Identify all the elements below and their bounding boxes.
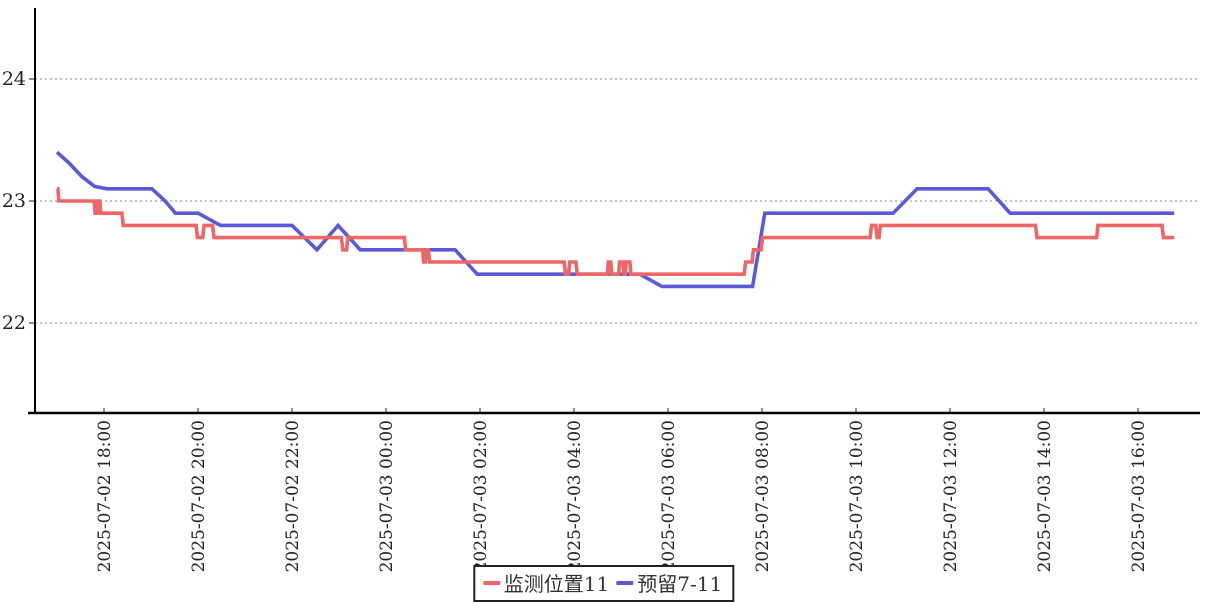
series-line-1 (56, 187, 1175, 277)
x-tick-label-6: 2025-07-03 06:00 (659, 420, 679, 572)
x-tick-label-0: 2025-07-02 18:00 (95, 420, 115, 572)
legend-box: 监测位置11 预留7-11 (472, 565, 735, 602)
x-tick-label-9: 2025-07-03 12:00 (941, 420, 961, 572)
legend-item-series2: 预留7-11 (616, 568, 722, 597)
x-tick-label-8: 2025-07-03 10:00 (847, 420, 867, 572)
x-tick-label-11: 2025-07-03 16:00 (1129, 420, 1149, 572)
y-tick-label-23: 23 (2, 190, 26, 212)
x-tick-label-5: 2025-07-03 04:00 (565, 420, 585, 572)
legend-dash-red (482, 580, 500, 585)
legend-item-series1: 监测位置11 (482, 568, 610, 597)
x-tick-label-10: 2025-07-03 14:00 (1035, 420, 1055, 572)
legend-label-series2: 预留7-11 (637, 572, 723, 596)
x-tick-label-3: 2025-07-03 00:00 (377, 420, 397, 572)
legend-label-series1: 监测位置11 (503, 572, 610, 596)
series-line-2 (55, 150, 1175, 289)
x-tick-label-7: 2025-07-03 08:00 (753, 420, 773, 572)
x-tick-label-2: 2025-07-02 22:00 (283, 420, 303, 572)
legend-dash-blue (616, 580, 634, 585)
y-tick-label-22: 22 (2, 312, 26, 334)
y-tick-label-24: 24 (2, 68, 26, 90)
x-tick-label-1: 2025-07-02 20:00 (189, 420, 209, 572)
x-tick-label-4: 2025-07-03 02:00 (471, 420, 491, 572)
